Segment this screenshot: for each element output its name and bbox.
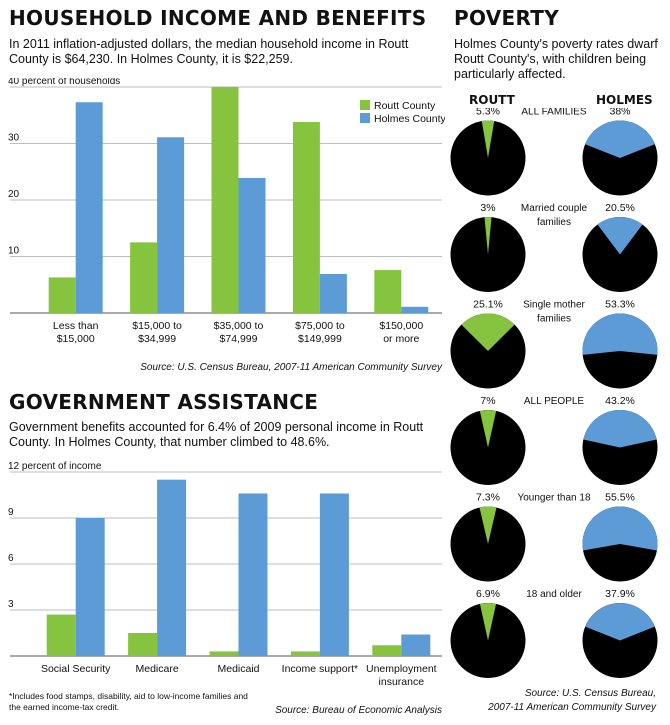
holmes-bar [401, 306, 429, 313]
category-label: Medicaid [217, 663, 259, 675]
routt-pie-slice [479, 506, 497, 544]
legend-label: Routt County [374, 100, 436, 112]
pie-row-label: ALL FAMILIES [521, 108, 587, 118]
income-title: HOUSEHOLD INCOME AND BENEFITS [9, 6, 427, 30]
poverty-source-line2: 2007-11 American Community Survey [488, 702, 656, 713]
holmes-bar [401, 634, 431, 656]
assistance-chart: 3 6 9 12 percent of income Social Security Me… [8, 461, 442, 688]
category-label: $15,000 to [132, 320, 182, 332]
pie-row-label: Married couple [521, 203, 588, 214]
category-label: Unemployment [366, 663, 437, 675]
routt-pct-label: 6.9% [476, 588, 500, 600]
poverty-source-line1: Source: U.S. Census Bureau, [524, 688, 656, 699]
holmes-pie-slice [582, 506, 658, 551]
routt-pct-label: 7.3% [476, 492, 500, 504]
assistance-title: GOVERNMENT ASSISTANCE [9, 390, 319, 414]
y-tick-label: 20 [8, 189, 20, 200]
holmes-pie-slice [585, 120, 655, 158]
holmes-bar [238, 177, 266, 313]
holmes-bar [157, 479, 187, 656]
routt-pct-label: 7% [480, 395, 495, 407]
routt-bar [372, 645, 402, 656]
routt-bar [292, 122, 320, 313]
poverty-pies: 5.3% 38% ALL FAMILIES 3% 20.5% Married couple… [450, 108, 658, 678]
y-tick-label: 3 [8, 599, 14, 610]
y-tick-label: 12 percent of income [8, 461, 102, 472]
holmes-column-header: HOLMES [596, 93, 653, 107]
legend-label: Holmes County [374, 113, 445, 125]
routt-pct-label: 25.1% [473, 299, 503, 311]
category-label: $150,000 [379, 320, 423, 332]
routt-bar [130, 242, 158, 313]
holmes-bar [75, 518, 105, 656]
pie-row-label: 18 and older [526, 589, 582, 600]
routt-bar [290, 651, 320, 656]
category-label: Social Security [41, 663, 111, 675]
income-dek: In 2011 inflation-adjusted dollars, the … [9, 37, 409, 66]
holmes-bar [238, 493, 268, 656]
holmes-bar [75, 102, 103, 313]
y-tick-label: 6 [8, 553, 14, 564]
routt-pct-label: 3% [480, 202, 495, 214]
y-tick-label: 40 percent of households [8, 78, 120, 87]
routt-bar [374, 270, 402, 313]
routt-pie-slice [479, 603, 497, 641]
assistance-source: Source: Bureau of Economic Analysis [275, 705, 442, 716]
category-label: or more [383, 333, 419, 345]
category-label: $75,000 to [295, 320, 345, 332]
income-source: Source: U.S. Census Bureau, 2007-11 Amer… [140, 362, 442, 373]
routt-bar [128, 633, 158, 656]
y-tick-label: 10 [8, 246, 20, 257]
holmes-pie-slice [582, 313, 658, 355]
routt-bar [209, 651, 239, 656]
pie-row-label: Younger than 18 [517, 493, 590, 504]
category-label: insurance [379, 676, 425, 688]
category-label: $74,999 [220, 333, 258, 345]
routt-bar [48, 277, 76, 313]
holmes-pct-label: 53.3% [605, 299, 635, 311]
pie-row-label: Single mother [523, 300, 585, 311]
category-label: $15,000 [57, 333, 95, 345]
holmes-bar [157, 137, 185, 313]
category-label: Medicare [136, 663, 179, 675]
routt-column-header: ROUTT [469, 93, 515, 107]
routt-pie-slice [479, 410, 497, 448]
category-label: Income support* [282, 663, 358, 675]
holmes-pct-label: 38% [609, 108, 630, 118]
category-label: Less than [53, 320, 99, 332]
holmes-pct-label: 20.5% [605, 202, 635, 214]
routt-pie-slice [484, 217, 492, 255]
holmes-pct-label: 55.5% [605, 492, 635, 504]
holmes-pct-label: 37.9% [605, 588, 635, 600]
routt-bar [211, 87, 239, 313]
holmes-pie-slice [597, 217, 643, 255]
pie-row-label: families [537, 217, 571, 228]
legend-swatch [360, 100, 370, 110]
assistance-dek: Government benefits accounted for 6.4% o… [9, 420, 424, 449]
assistance-footnote: *Includes food stamps, disability, aid t… [9, 691, 248, 712]
category-label: $34,999 [138, 333, 176, 345]
category-label: $35,000 to [214, 320, 264, 332]
holmes-bar [319, 274, 347, 313]
category-label: $149,999 [298, 333, 342, 345]
routt-pct-label: 5.3% [476, 108, 500, 118]
y-tick-label: 30 [8, 133, 20, 144]
pie-row-label: ALL PEOPLE [524, 396, 585, 407]
routt-bar [46, 614, 76, 656]
poverty-dek: Holmes County's poverty rates dwarf Rout… [454, 37, 658, 81]
holmes-pct-label: 43.2% [605, 395, 635, 407]
legend-swatch [360, 113, 370, 123]
y-tick-label: 9 [8, 507, 14, 518]
routt-pie-slice [461, 313, 515, 351]
holmes-bar [319, 493, 349, 656]
poverty-title: POVERTY [454, 6, 559, 30]
holmes-pie-slice [583, 410, 657, 448]
routt-pie-slice [481, 120, 495, 158]
holmes-pie-slice [585, 603, 655, 641]
pie-row-label: families [537, 314, 571, 325]
